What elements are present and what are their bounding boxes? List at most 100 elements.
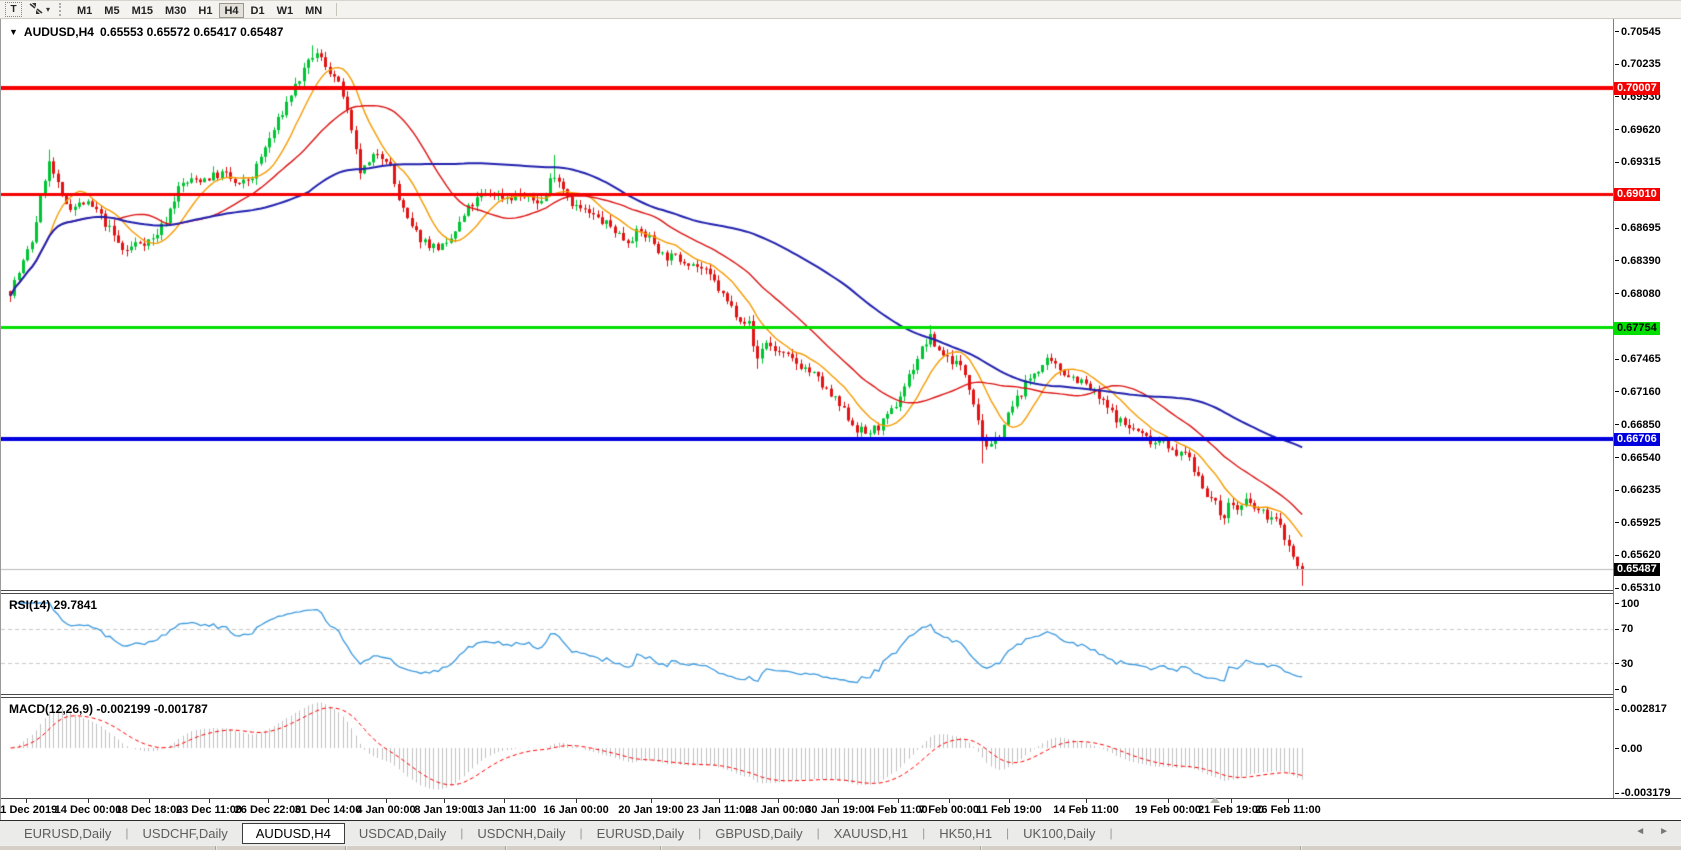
tick-dash (1615, 689, 1619, 690)
chart-tab-hk50-h1[interactable]: HK50,H1 (939, 825, 993, 841)
rsi-level-label: 100 (1615, 597, 1639, 610)
tab-separator: | (579, 826, 583, 840)
status-divider (980, 846, 982, 850)
time-axis-label: 21 Feb 19:00 (1197, 804, 1265, 816)
chart-tab-usdchf-daily[interactable]: USDCHF,Daily (142, 825, 228, 841)
time-axis-label: 23 Jan 11:00 (686, 804, 752, 816)
timeframe-button-m30[interactable]: M30 (160, 3, 191, 18)
time-axis-label: 8 Jan 19:00 (414, 804, 474, 816)
timeframe-button-mn[interactable]: MN (300, 3, 327, 18)
timeframe-button-m15[interactable]: M15 (127, 3, 158, 18)
chart-tab-usdcnh-daily[interactable]: USDCNH,Daily (477, 825, 566, 841)
time-tick-mark (1168, 799, 1169, 803)
timeframe-button-w1[interactable]: W1 (272, 3, 299, 18)
tab-scroll-right-icon[interactable]: ► (1659, 826, 1669, 837)
timeframe-button-m5[interactable]: M5 (99, 3, 124, 18)
time-tick-mark (576, 799, 577, 803)
rsi-macd-splitter[interactable] (1, 694, 1681, 698)
tab-separator: | (125, 826, 129, 840)
time-axis[interactable]: 11 Dec 2019 14 Dec 00:00 18 Dec 18:00 23 De… (0, 797, 1681, 820)
time-axis-label: 4 Jan 00:00 (356, 804, 416, 816)
time-tick-mark (88, 799, 89, 803)
price-line-badge: 0.67754 (1614, 321, 1660, 335)
tab-separator: | (1109, 826, 1113, 840)
macd-level-label: 0.002817 (1615, 703, 1667, 716)
tick-dash (1615, 96, 1619, 98)
time-axis-label: 19 Feb 00:00 (1134, 804, 1202, 816)
price-tick-label: 0.65310 (1615, 582, 1661, 595)
time-axis-label: 14 Feb 11:00 (1053, 804, 1119, 816)
chart-ohlc-values: 0.65553 0.65572 0.65417 0.65487 (99, 25, 284, 39)
price-line-badge: 0.69010 (1614, 188, 1660, 202)
price-tick-label: 0.69315 (1615, 156, 1661, 169)
price-tick-label: 0.67465 (1615, 353, 1661, 366)
tick-dash (1615, 227, 1619, 229)
time-axis-label: 4 Feb 11:00 (868, 804, 928, 816)
time-tick-mark (1231, 799, 1232, 803)
chart-tab-gbpusd-daily[interactable]: GBPUSD,Daily (715, 825, 803, 841)
macd-level-label: -0.003179 (1615, 787, 1671, 800)
arrow-objects-button[interactable]: ▾ (26, 2, 52, 18)
scroll-position-marker[interactable] (1210, 797, 1220, 803)
main-rsi-splitter[interactable] (1, 590, 1681, 594)
chart-tab-usdcad-daily[interactable]: USDCAD,Daily (358, 825, 447, 841)
timeframe-button-m1[interactable]: M1 (72, 3, 97, 18)
tick-dash (1615, 663, 1619, 665)
chart-title-dropdown-icon[interactable]: ▼ (9, 27, 18, 37)
arrow-objects-icon (28, 2, 44, 18)
price-line-badge: 0.66706 (1614, 433, 1660, 447)
time-axis-label: 26 Dec 22:00 (234, 804, 302, 816)
timeframe-button-h1[interactable]: H1 (193, 3, 217, 18)
chart-tab-audusd-h4[interactable]: AUDUSD,H4 (241, 822, 345, 844)
time-tick-mark (149, 799, 150, 803)
macd-header: MACD(12,26,9) -0.002199 -0.001787 (9, 702, 208, 716)
text-tool-button[interactable]: T (3, 2, 24, 18)
price-tick-label: 0.65925 (1615, 516, 1661, 529)
time-tick-mark (949, 799, 950, 803)
tab-separator: | (1006, 826, 1010, 840)
time-tick-mark (328, 799, 329, 803)
chart-title: ▼ AUDUSD,H4 0.65553 0.65572 0.65417 0.65… (9, 25, 283, 39)
tick-dash (1615, 489, 1619, 491)
time-axis-label: 23 Dec 11:00 (175, 804, 243, 816)
price-tick-label: 0.68080 (1615, 287, 1661, 300)
time-tick-mark (504, 799, 505, 803)
chart-tab-bar: EURUSD,Daily | USDCHF,Daily AUDUSD,H4 USDCAD… (0, 820, 1681, 845)
tick-dash (1615, 587, 1619, 589)
tick-dash (1615, 161, 1619, 163)
timeframe-button-h4[interactable]: H4 (219, 3, 244, 18)
price-tick-label: 0.69620 (1615, 123, 1661, 136)
toolbar: T ▾ M1 M5 M15 M30 H1 H4 D1 W1 MN (0, 1, 1681, 19)
chart-region: ▼ AUDUSD,H4 0.65553 0.65572 0.65417 0.65… (0, 19, 1681, 820)
time-tick-mark (778, 799, 779, 803)
time-tick-mark (651, 799, 652, 803)
tick-dash (1615, 31, 1619, 32)
price-tick-label: 0.67160 (1615, 385, 1661, 398)
chart-tab-uk100-daily[interactable]: UK100,Daily (1023, 825, 1096, 841)
price-chart-canvas[interactable] (1, 19, 1613, 798)
time-axis-label: 11 Feb 19:00 (976, 804, 1042, 816)
rsi-level-label: 0 (1615, 683, 1627, 696)
tab-scroll-left-icon[interactable]: ◄ (1635, 826, 1646, 837)
rsi-header: RSI(14) 29.7841 (9, 598, 98, 612)
time-tick-mark (209, 799, 210, 803)
chart-tab-xauusd-h1[interactable]: XAUUSD,H1 (833, 825, 909, 841)
tab-separator: | (816, 826, 820, 840)
tick-dash (1615, 424, 1619, 426)
tick-dash (1615, 603, 1619, 604)
price-tick-label: 0.70545 (1615, 25, 1661, 38)
macd-level-label: 0.00 (1615, 742, 1642, 755)
tab-separator: | (922, 826, 926, 840)
time-tick-mark (1288, 799, 1289, 803)
timeframe-button-d1[interactable]: D1 (246, 3, 270, 18)
time-axis-label: 13 Jan 11:00 (471, 804, 537, 816)
time-axis-label: 20 Jan 19:00 (618, 804, 684, 816)
time-tick-mark (26, 799, 27, 803)
tick-dash (1615, 129, 1619, 131)
price-axis[interactable]: 0.70545 0.70235 0.69930 0.69620 0.69315 0.686… (1613, 19, 1681, 800)
status-strip (0, 845, 1681, 850)
status-divider (505, 846, 507, 850)
chart-tab-eurusd-daily[interactable]: EURUSD,Daily (596, 825, 685, 841)
chart-tab-eurusd-daily[interactable]: EURUSD,Daily (24, 825, 112, 841)
